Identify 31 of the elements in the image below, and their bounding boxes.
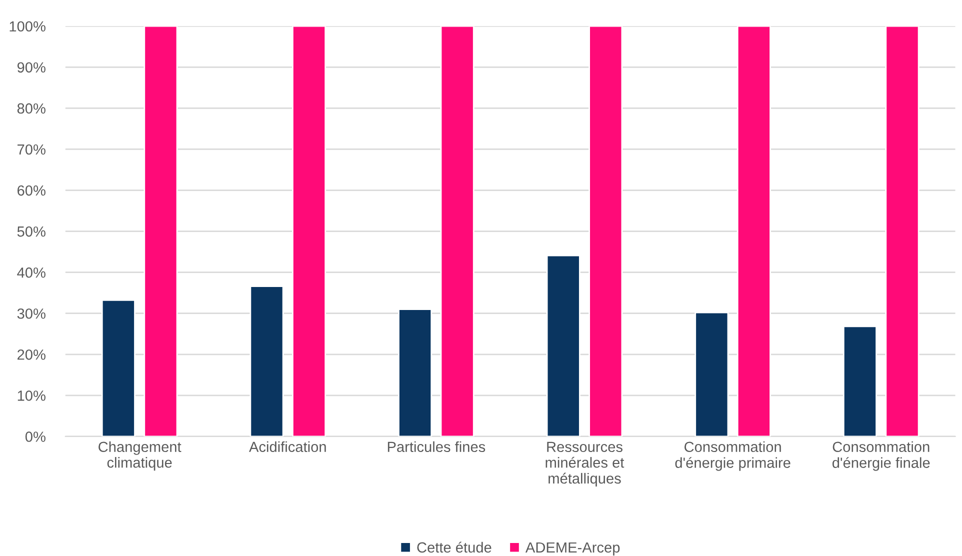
y-tick-label: 20% — [18, 349, 46, 360]
bar — [250, 286, 284, 436]
y-tick-label: 100% — [10, 21, 46, 32]
y-tick-label: 80% — [17, 103, 46, 114]
x-tick-label: Consommation d'énergie primaire — [675, 441, 790, 471]
bar — [736, 26, 771, 436]
x-tick-label: Particules fines — [388, 441, 486, 452]
x-tick-label: Acidification — [249, 441, 326, 452]
bar — [694, 312, 729, 436]
bar — [440, 26, 474, 436]
y-tick-label: 30% — [17, 308, 46, 319]
bar — [546, 254, 580, 436]
bar — [101, 300, 136, 436]
y-tick-label: 90% — [17, 62, 46, 73]
y-tick-label: 0% — [25, 432, 46, 442]
x-tick-label: Ressources minérales et métalliques — [546, 442, 624, 487]
bar — [398, 308, 432, 436]
bar — [842, 326, 877, 436]
bar — [885, 26, 920, 436]
y-tick-label: 70% — [18, 144, 46, 155]
y-tick-label: 10% — [18, 390, 46, 401]
x-tick-label: Consommation d'énergie finale — [832, 441, 930, 471]
legend-label: Cette étude — [417, 542, 492, 553]
x-tick-label: Changement climatique — [98, 441, 182, 471]
y-tick-label: 60% — [18, 185, 46, 196]
bar — [144, 26, 178, 436]
bar — [588, 26, 623, 436]
y-tick-label: 50% — [17, 226, 46, 237]
legend-label: ADEME-Arcep — [525, 542, 620, 556]
bar — [292, 26, 326, 436]
y-tick-label: 40% — [17, 267, 46, 278]
